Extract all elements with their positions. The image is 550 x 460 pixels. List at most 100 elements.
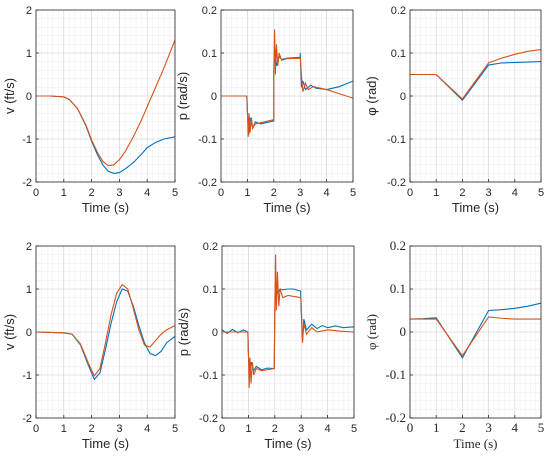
x-axis-label: Time (s) (454, 436, 498, 451)
x-tick-label: 0 (218, 187, 224, 199)
x-tick-label: 1 (244, 187, 250, 199)
x-tick-label: 5 (351, 423, 357, 435)
y-tick-label: 0 (26, 91, 32, 103)
axes-frame (220, 9, 354, 183)
x-tick-label: 1 (245, 423, 251, 435)
series-line-2 (410, 316, 541, 357)
y-tick-label: -1 (22, 134, 32, 146)
y-tick-label: 0 (211, 91, 217, 103)
x-axis-label: Time (s) (452, 200, 499, 215)
y-axis-label: v (ft/s) (2, 78, 17, 114)
x-tick-label: 1 (433, 420, 440, 435)
y-tick-label: 0.1 (390, 281, 406, 296)
series-line-1 (410, 302, 541, 359)
x-tick-label: 2 (272, 423, 278, 435)
y-tick-label: 0 (26, 327, 32, 339)
x-tick-label: 0 (407, 187, 413, 199)
series-line-1 (222, 284, 354, 376)
subplot-3: 0 1 2 3 4 5 -0.2 -0.1 0 0.1 0.2 Time (s) φ (rad) (364, 5, 544, 215)
y-tick-label: 2 (26, 5, 32, 17)
x-tick-label: 2 (271, 187, 277, 199)
y-axis-label: φ (rad) (364, 314, 379, 350)
series-line-1 (36, 95, 175, 174)
axes-frame (221, 245, 355, 419)
series-line-2 (36, 283, 175, 377)
y-axis-label: v (ft/s) (2, 314, 17, 350)
y-tick-label: -2 (22, 177, 32, 189)
y-tick-label: 1 (26, 48, 32, 60)
y-tick-label: 0.1 (203, 284, 218, 296)
series-line-2 (221, 29, 353, 137)
axes-frame (35, 9, 176, 183)
x-tick-label: 0 (219, 423, 225, 435)
axes-frame (409, 9, 542, 183)
series-line-2 (36, 39, 175, 167)
x-tick-label: 3 (486, 187, 492, 199)
series-line-2 (222, 254, 354, 388)
y-tick-label: 0.2 (203, 241, 218, 253)
y-tick-label: 0 (212, 327, 218, 339)
subplot-2: 0 1 2 3 4 5 -0.2 -0.1 0 0.1 0.2 Time (s) p (rad/s) (175, 5, 356, 215)
y-tick-label: 0 (400, 91, 406, 103)
x-tick-label: 5 (172, 423, 178, 435)
series-line-1 (36, 288, 175, 381)
y-tick-label: 0.2 (391, 5, 406, 17)
x-tick-label: 2 (89, 187, 95, 199)
axes-frame (35, 245, 176, 419)
x-tick-label: 0 (33, 187, 39, 199)
axes-frame (409, 245, 542, 419)
y-tick-label: -0.1 (199, 370, 218, 382)
y-tick-label: -0.2 (385, 410, 406, 425)
y-tick-label: 0.2 (390, 238, 406, 253)
x-tick-label: 4 (512, 187, 518, 199)
x-tick-label: 3 (298, 423, 304, 435)
x-axis-label: Time (s) (82, 436, 129, 451)
x-tick-label: 5 (538, 187, 544, 199)
y-tick-label: 0.1 (391, 48, 406, 60)
x-tick-label: 5 (172, 187, 178, 199)
y-tick-label: -0.2 (199, 413, 218, 425)
x-axis-label: Time (s) (263, 200, 310, 215)
x-tick-label: 5 (350, 187, 356, 199)
x-tick-label: 4 (324, 187, 330, 199)
y-tick-label: 0.2 (202, 5, 217, 17)
x-tick-label: 0 (33, 423, 39, 435)
y-tick-label: 0 (400, 324, 407, 339)
subplot-5: 0 1 2 3 4 5 -0.2 -0.1 0 0.1 0.2 Time (s) p (rad/s) (176, 241, 357, 451)
y-tick-label: 0.1 (202, 48, 217, 60)
x-tick-label: 3 (485, 420, 492, 435)
x-axis-label: Time (s) (82, 200, 129, 215)
x-tick-label: 5 (538, 420, 545, 435)
y-axis-label: p (rad/s) (176, 308, 191, 356)
y-tick-label: -0.1 (198, 134, 217, 146)
subplot-6: 0 1 2 3 4 5 -0.2 -0.1 0 0.1 0.2 Time (s) φ (rad) (364, 238, 544, 451)
y-axis-label: p (rad/s) (175, 72, 190, 120)
x-tick-label: 3 (116, 423, 122, 435)
x-tick-label: 2 (459, 187, 465, 199)
x-tick-label: 4 (144, 423, 150, 435)
y-tick-label: 1 (26, 284, 32, 296)
y-axis-label: φ (rad) (364, 76, 379, 116)
x-tick-label: 2 (89, 423, 95, 435)
y-tick-label: 2 (26, 241, 32, 253)
y-tick-label: -2 (22, 413, 32, 425)
y-tick-label: -0.2 (387, 177, 406, 189)
y-tick-label: -0.2 (198, 177, 217, 189)
x-tick-label: 1 (433, 187, 439, 199)
y-tick-label: -0.1 (387, 134, 406, 146)
x-tick-label: 4 (512, 420, 519, 435)
x-tick-label: 4 (144, 187, 150, 199)
x-tick-label: 0 (407, 420, 414, 435)
series-line-2 (410, 49, 541, 100)
x-axis-label: Time (s) (264, 436, 311, 451)
x-tick-label: 2 (459, 420, 466, 435)
x-tick-label: 1 (61, 423, 67, 435)
y-tick-label: -0.1 (385, 367, 406, 382)
x-tick-label: 1 (61, 187, 67, 199)
x-tick-label: 3 (297, 187, 303, 199)
x-tick-label: 3 (116, 187, 122, 199)
x-tick-label: 4 (325, 423, 331, 435)
